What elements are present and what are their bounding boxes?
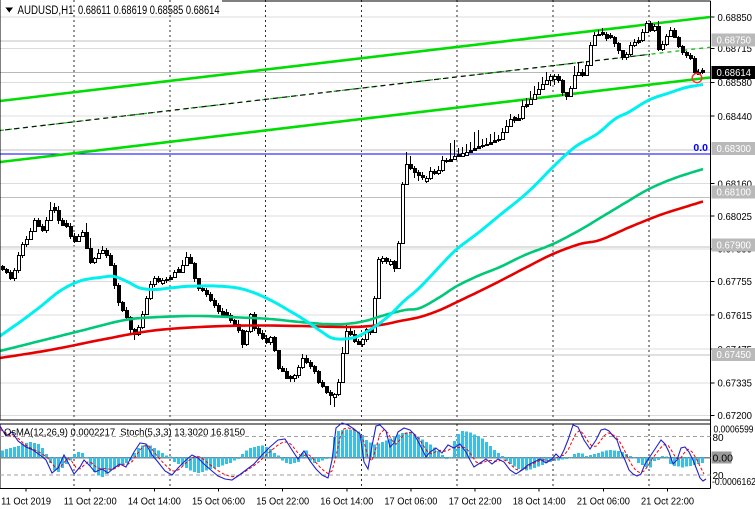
svg-text:0.0: 0.0 [693,142,708,154]
svg-text:18 Oct 14:00: 18 Oct 14:00 [513,497,566,508]
svg-text:11 Oct 22:00: 11 Oct 22:00 [64,497,117,508]
svg-text:11 Oct 2019: 11 Oct 2019 [1,497,51,508]
svg-text:0.68300: 0.68300 [717,143,752,155]
svg-text:15 Oct 22:00: 15 Oct 22:00 [256,497,309,508]
svg-text:0.00: 0.00 [713,453,734,464]
svg-text:20: 20 [713,471,725,482]
svg-text:0.67900: 0.67900 [717,240,752,252]
svg-text:0.68580: 0.68580 [718,77,753,89]
svg-text:16 Oct 14:00: 16 Oct 14:00 [320,497,373,508]
svg-text:21 Oct 06:00: 21 Oct 06:00 [577,497,630,508]
svg-text:0.67200: 0.67200 [718,410,753,422]
svg-text:17 Oct 06:00: 17 Oct 06:00 [384,497,437,508]
svg-text:15 Oct 06:00: 15 Oct 06:00 [192,497,245,508]
svg-text:OsMA(12,26,9) 0.0002217 Stoch: OsMA(12,26,9) 0.0002217 Stoch(5,3,3) 13.… [4,427,245,439]
svg-text:14 Oct 14:00: 14 Oct 14:00 [128,497,181,508]
svg-text:0.67335: 0.67335 [718,378,753,390]
svg-text:0.68440: 0.68440 [718,111,753,123]
svg-text:21 Oct 22:00: 21 Oct 22:00 [641,497,694,508]
svg-text:0.0006599: 0.0006599 [714,425,754,436]
svg-text:0.67450: 0.67450 [717,349,752,361]
svg-text:17 Oct 22:00: 17 Oct 22:00 [449,497,502,508]
svg-text:0.68025: 0.68025 [718,211,753,223]
svg-text:80: 80 [713,433,725,444]
svg-text:0.67615: 0.67615 [718,310,753,322]
svg-text:-0.0006162: -0.0006162 [712,477,755,488]
svg-text:0.68100: 0.68100 [717,187,752,199]
svg-text:AUDUSD,H1: AUDUSD,H1 [18,5,74,17]
svg-text:0.68614: 0.68614 [717,67,752,79]
svg-text:0.67755: 0.67755 [718,276,753,288]
svg-text:0.68750: 0.68750 [717,35,752,47]
svg-text:0.68611 0.68619 0.68585 0.6861: 0.68611 0.68619 0.68585 0.68614 [78,5,220,17]
svg-text:0.68850: 0.68850 [718,12,753,24]
